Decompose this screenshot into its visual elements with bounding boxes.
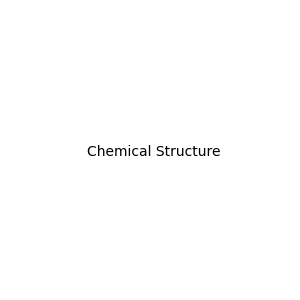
Text: Chemical Structure: Chemical Structure — [87, 145, 220, 158]
